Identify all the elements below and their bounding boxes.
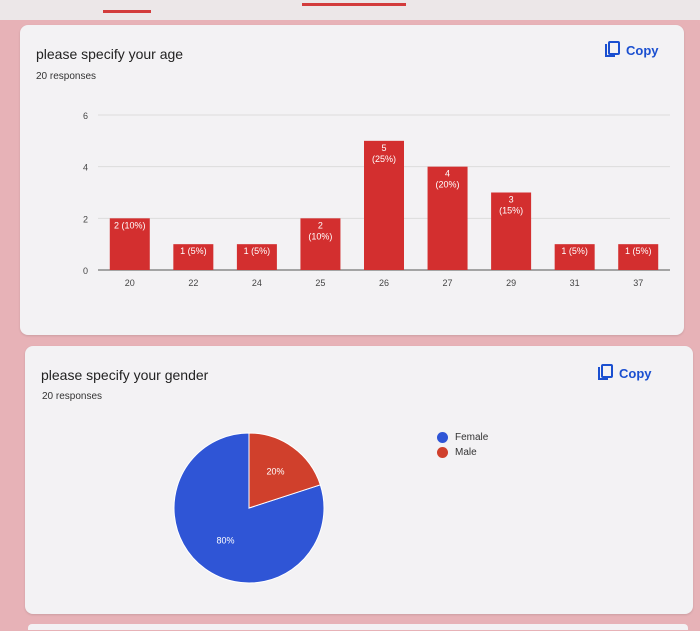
x-tick-label: 20 (125, 278, 135, 288)
bar-data-label: 3 (15%) (499, 195, 523, 216)
bar-data-label: 4 (20%) (436, 169, 460, 190)
top-strip (0, 0, 700, 20)
x-tick-label: 37 (633, 278, 643, 288)
legend-label-male: Male (455, 447, 477, 458)
age-response-count: 20 responses (36, 71, 97, 82)
bar[interactable] (554, 244, 595, 270)
gender-question-title: please specify your gender (41, 367, 209, 383)
gender-pie-chart: 20% 80% (173, 432, 325, 584)
bar-data-label: 1 (5%) (561, 246, 588, 256)
bar-data-label: 2 (10%) (308, 220, 332, 241)
bar[interactable] (364, 140, 404, 270)
x-tick-label: 26 (379, 278, 389, 288)
pie-label-male: 20% (266, 467, 284, 477)
y-tick-label: 0 (83, 266, 88, 276)
bar[interactable] (300, 218, 341, 270)
bar[interactable] (491, 192, 532, 271)
y-tick-label: 6 (83, 111, 88, 121)
bar-data-label: 5 (25%) (372, 143, 396, 164)
age-copy-button[interactable]: Copy (604, 41, 659, 59)
gender-copy-button[interactable]: Copy (597, 364, 652, 382)
bar[interactable] (618, 244, 659, 270)
bar-data-label: 1 (5%) (244, 246, 271, 256)
copy-label: Copy (619, 365, 652, 381)
x-tick-label: 27 (443, 278, 453, 288)
legend-item-female: Female (437, 432, 488, 443)
y-tick-label: 4 (83, 163, 88, 173)
age-question-card: please specify your age 20 responses Cop… (20, 25, 684, 335)
copy-icon (604, 41, 620, 59)
tab-indicator (103, 10, 151, 13)
bar-data-label: 1 (5%) (180, 246, 207, 256)
bar[interactable] (236, 244, 277, 270)
next-card-edge (28, 624, 688, 630)
pie-slice-male[interactable] (248, 432, 321, 509)
legend-label-female: Female (455, 432, 489, 443)
bar[interactable] (427, 166, 468, 270)
bar[interactable] (109, 218, 150, 270)
pie-label-female: 80% (216, 535, 234, 545)
bar-data-label: 2 (10%) (114, 220, 146, 230)
x-tick-label: 24 (252, 278, 262, 288)
x-tick-label: 31 (570, 278, 580, 288)
tab-indicator-active (302, 3, 406, 6)
x-tick-label: 29 (506, 278, 516, 288)
copy-icon (597, 364, 613, 382)
age-question-title: please specify your age (36, 46, 184, 62)
gender-response-count: 20 responses (42, 391, 103, 402)
copy-label: Copy (626, 42, 659, 58)
x-tick-label: 25 (315, 278, 325, 288)
y-tick-label: 2 (83, 214, 88, 224)
bar[interactable] (173, 244, 214, 270)
gender-question-card: please specify your gender 20 responses … (25, 346, 693, 614)
female-color-swatch (437, 432, 448, 443)
legend-item-male: Male (437, 447, 477, 458)
x-tick-label: 22 (188, 278, 198, 288)
male-color-swatch (437, 447, 448, 458)
bar-data-label: 1 (5%) (625, 246, 652, 256)
